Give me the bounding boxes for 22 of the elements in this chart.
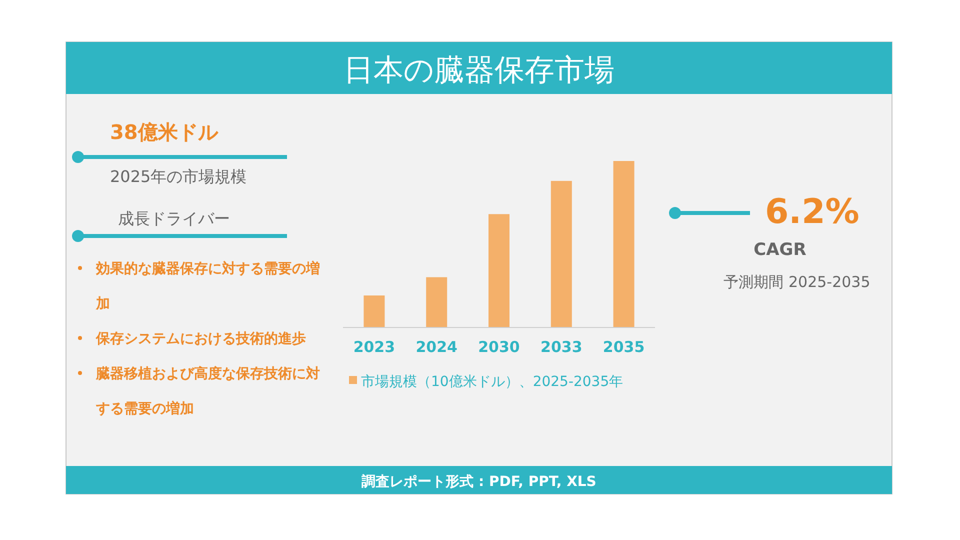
bar	[488, 214, 510, 327]
text: CAGR	[754, 240, 806, 260]
chart-title: 日本の臓器保存市場	[344, 53, 614, 88]
text: 調査レポート形式 : PDF, PPT, XLS	[362, 473, 596, 490]
text: 予測期間 2025-2035	[724, 273, 870, 291]
bar	[613, 161, 634, 327]
text: 38億米ドル	[110, 120, 219, 144]
text: 臓器移植および高度な保存技術に対する需要の増加	[96, 366, 320, 417]
legend-label: 市場規模（10億米ドル）、2025-2035年	[361, 374, 624, 390]
bar	[550, 180, 572, 327]
x-tick-label: 2033	[540, 338, 582, 356]
bar	[364, 295, 385, 327]
text: 効果的な臓器保存に対する需要の増加	[96, 261, 320, 312]
x-tick-label: 2035	[602, 338, 645, 356]
text: 2025年の市場規模	[110, 167, 247, 186]
bar	[426, 277, 448, 327]
text: 保存システムにおける技術的進歩	[95, 331, 306, 347]
x-tick-label: 2030	[478, 338, 520, 356]
x-tick-label: 2024	[416, 338, 458, 356]
text: 成長ドライバー	[118, 209, 230, 228]
x-tick-label: 2023	[353, 338, 396, 356]
text: 6.2%	[765, 192, 860, 232]
